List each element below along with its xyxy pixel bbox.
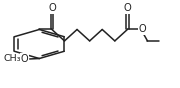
Text: O: O (123, 3, 131, 13)
Text: O: O (139, 24, 146, 34)
Text: CH₃: CH₃ (3, 54, 21, 63)
Text: O: O (21, 54, 28, 64)
Text: O: O (48, 3, 56, 13)
